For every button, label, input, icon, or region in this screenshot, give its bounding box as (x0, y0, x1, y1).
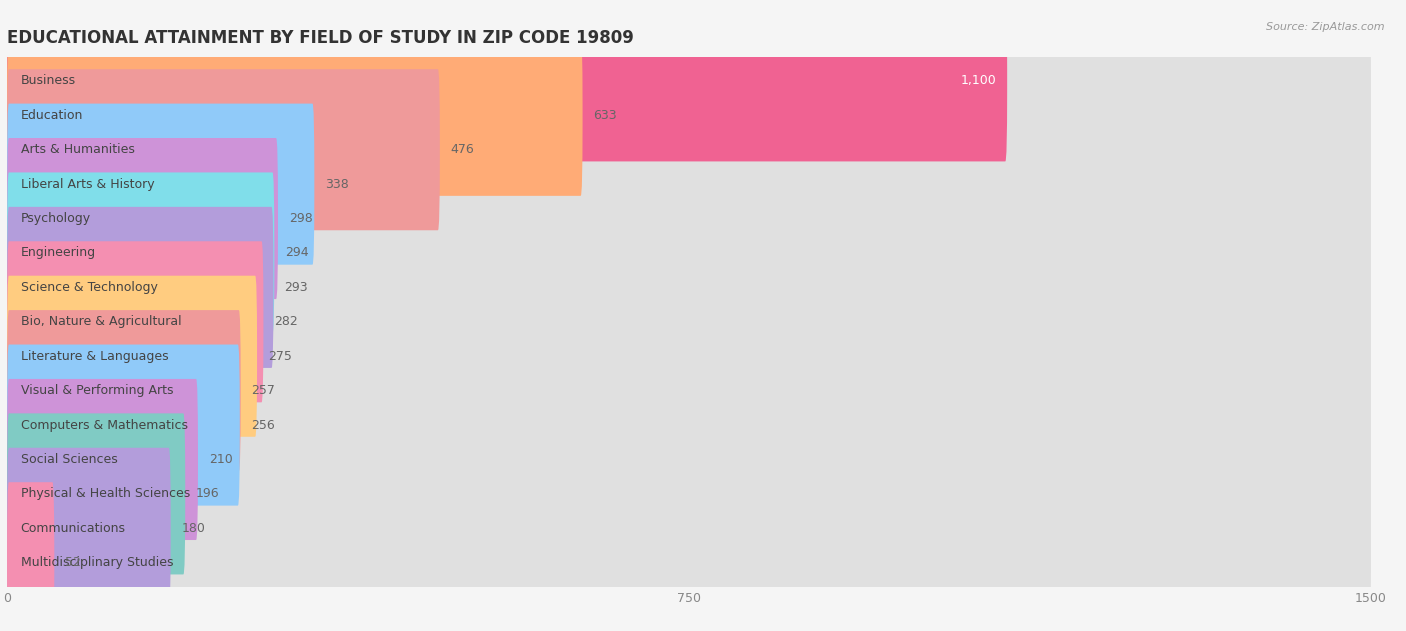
Text: 633: 633 (593, 109, 617, 122)
FancyBboxPatch shape (7, 482, 55, 631)
Text: 282: 282 (274, 316, 298, 328)
FancyBboxPatch shape (7, 35, 582, 196)
Text: 294: 294 (285, 247, 309, 259)
FancyBboxPatch shape (7, 482, 1371, 631)
Text: Communications: Communications (21, 522, 125, 535)
FancyBboxPatch shape (7, 241, 263, 403)
FancyBboxPatch shape (7, 103, 315, 264)
Text: Visual & Performing Arts: Visual & Performing Arts (21, 384, 173, 397)
FancyBboxPatch shape (7, 276, 257, 437)
FancyBboxPatch shape (7, 1, 1371, 162)
Text: Arts & Humanities: Arts & Humanities (21, 143, 135, 156)
Text: Engineering: Engineering (21, 247, 96, 259)
Text: Education: Education (21, 109, 83, 122)
Text: 275: 275 (269, 350, 292, 363)
Text: 256: 256 (250, 418, 274, 432)
FancyBboxPatch shape (7, 172, 1371, 334)
FancyBboxPatch shape (7, 103, 1371, 264)
Text: 210: 210 (209, 453, 232, 466)
FancyBboxPatch shape (7, 379, 198, 540)
FancyBboxPatch shape (7, 241, 1371, 403)
FancyBboxPatch shape (7, 138, 1371, 299)
FancyBboxPatch shape (7, 448, 1371, 609)
Text: Source: ZipAtlas.com: Source: ZipAtlas.com (1267, 22, 1385, 32)
FancyBboxPatch shape (7, 1, 1007, 162)
Text: 476: 476 (451, 143, 474, 156)
Text: 338: 338 (325, 178, 349, 191)
FancyBboxPatch shape (7, 310, 240, 471)
FancyBboxPatch shape (7, 345, 240, 505)
Text: 196: 196 (197, 487, 219, 500)
Text: 1,100: 1,100 (960, 74, 997, 87)
FancyBboxPatch shape (7, 69, 1371, 230)
Text: 180: 180 (181, 522, 205, 535)
Text: Social Sciences: Social Sciences (21, 453, 118, 466)
Text: Physical & Health Sciences: Physical & Health Sciences (21, 487, 190, 500)
Text: Bio, Nature & Agricultural: Bio, Nature & Agricultural (21, 316, 181, 328)
FancyBboxPatch shape (7, 310, 1371, 471)
FancyBboxPatch shape (7, 413, 1371, 574)
Text: Computers & Mathematics: Computers & Mathematics (21, 418, 187, 432)
Text: EDUCATIONAL ATTAINMENT BY FIELD OF STUDY IN ZIP CODE 19809: EDUCATIONAL ATTAINMENT BY FIELD OF STUDY… (7, 29, 634, 47)
Text: 293: 293 (284, 281, 308, 294)
FancyBboxPatch shape (7, 172, 274, 334)
Text: Multidisciplinary Studies: Multidisciplinary Studies (21, 557, 173, 569)
Text: Business: Business (21, 74, 76, 87)
Text: Literature & Languages: Literature & Languages (21, 350, 169, 363)
FancyBboxPatch shape (7, 35, 1371, 196)
FancyBboxPatch shape (7, 448, 170, 609)
FancyBboxPatch shape (7, 207, 273, 368)
Text: 52: 52 (65, 557, 82, 569)
Text: Liberal Arts & History: Liberal Arts & History (21, 178, 155, 191)
Text: 298: 298 (288, 212, 312, 225)
FancyBboxPatch shape (7, 379, 1371, 540)
FancyBboxPatch shape (7, 207, 1371, 368)
FancyBboxPatch shape (7, 276, 1371, 437)
Text: Science & Technology: Science & Technology (21, 281, 157, 294)
FancyBboxPatch shape (7, 345, 1371, 505)
FancyBboxPatch shape (7, 138, 278, 299)
FancyBboxPatch shape (7, 69, 440, 230)
Text: 257: 257 (252, 384, 276, 397)
Text: Psychology: Psychology (21, 212, 91, 225)
FancyBboxPatch shape (7, 413, 186, 574)
